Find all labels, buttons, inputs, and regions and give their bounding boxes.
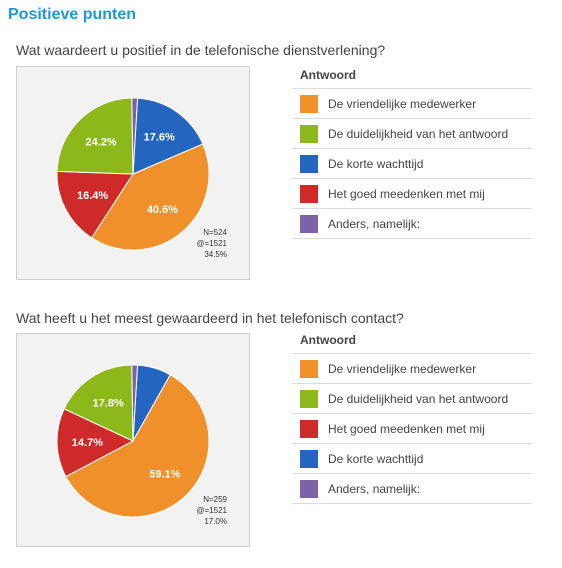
pie-slice <box>63 364 134 442</box>
chart-stat-label: 17.0% <box>204 517 227 526</box>
legend-label: Anders, namelijk: <box>328 481 421 496</box>
legend-1: Antwoord De vriendelijke medewerker De d… <box>292 66 532 239</box>
pie-slice <box>65 374 210 518</box>
legend-swatch <box>300 214 318 233</box>
pie-chart-1-svg: 17.6% 40.6% 16.4% 24.2% N=524 @=1521 34.5% <box>56 97 228 259</box>
pie-slice-label: 16.4% <box>77 190 108 202</box>
page-title: Positieve punten <box>8 6 137 23</box>
legend-swatch <box>300 359 318 378</box>
pie-slice-label: 17.6% <box>144 132 175 144</box>
legend-2-header: Antwoord <box>292 331 532 354</box>
legend-item: Het goed meedenken met mij <box>292 414 532 444</box>
legend-item: Het goed meedenken met mij <box>292 179 532 209</box>
pie-slice <box>131 364 139 442</box>
legend-swatch <box>300 94 318 113</box>
pie-slice-label: 59.1% <box>149 469 180 481</box>
legend-swatch <box>300 124 318 143</box>
chart-stat-label: @=1521 <box>196 506 227 515</box>
chart-stat-label: N=259 <box>203 495 227 504</box>
pie-chart-2: 59.1% 14.7% 17.8% N=259 @=1521 17.0% <box>16 333 250 547</box>
legend-item: De korte wachttijd <box>292 444 532 474</box>
legend-item: Anders, namelijk: <box>292 474 532 504</box>
chart-stat-label: N=524 <box>203 228 227 237</box>
legend-label: De duidelijkheid van het antwoord <box>328 391 509 406</box>
legend-item: De duidelijkheid van het antwoord <box>292 384 532 414</box>
legend-1-header: Antwoord <box>292 66 532 89</box>
legend-swatch <box>300 419 318 438</box>
chart-stat-label: 34.5% <box>204 250 227 259</box>
pie-chart-1: 17.6% 40.6% 16.4% 24.2% N=524 @=1521 34.5% <box>16 66 250 280</box>
legend-label: Het goed meedenken met mij <box>328 186 485 201</box>
pie-slice <box>90 143 210 251</box>
legend-2: Antwoord De vriendelijke medewerker De d… <box>292 331 532 504</box>
legend-label: De korte wachttijd <box>328 451 424 466</box>
legend-swatch <box>300 184 318 203</box>
legend-item: Anders, namelijk: <box>292 209 532 239</box>
legend-label: De duidelijkheid van het antwoord <box>328 126 509 141</box>
legend-label: De korte wachttijd <box>328 156 424 171</box>
chart-stat-label: @=1521 <box>196 239 227 248</box>
pie-slice-label: 17.8% <box>93 398 124 410</box>
legend-item: De duidelijkheid van het antwoord <box>292 119 532 149</box>
question-1: Wat waardeert u positief in de telefonis… <box>16 42 386 58</box>
pie-slice <box>56 408 135 478</box>
pie-slice <box>56 170 134 239</box>
pie-slice <box>56 97 134 175</box>
legend-item: De korte wachttijd <box>292 149 532 179</box>
legend-swatch <box>300 449 318 468</box>
legend-label: De vriendelijke medewerker <box>328 361 477 376</box>
legend-label: De vriendelijke medewerker <box>328 96 477 111</box>
legend-item: De vriendelijke medewerker <box>292 89 532 119</box>
pie-slice <box>132 97 204 175</box>
legend-item: De vriendelijke medewerker <box>292 354 532 384</box>
legend-label: Anders, namelijk: <box>328 216 421 231</box>
legend-swatch <box>300 154 318 173</box>
legend-swatch <box>300 389 318 408</box>
pie-slice-label: 14.7% <box>72 437 103 449</box>
pie-slice-label: 24.2% <box>85 136 116 148</box>
legend-label: Het goed meedenken met mij <box>328 421 485 436</box>
pie-slice-label: 40.6% <box>147 204 178 216</box>
question-2: Wat heeft u het meest gewaardeerd in het… <box>16 310 404 326</box>
pie-slice <box>131 97 139 175</box>
pie-chart-2-svg: 59.1% 14.7% 17.8% N=259 @=1521 17.0% <box>56 364 228 526</box>
legend-swatch <box>300 479 318 498</box>
